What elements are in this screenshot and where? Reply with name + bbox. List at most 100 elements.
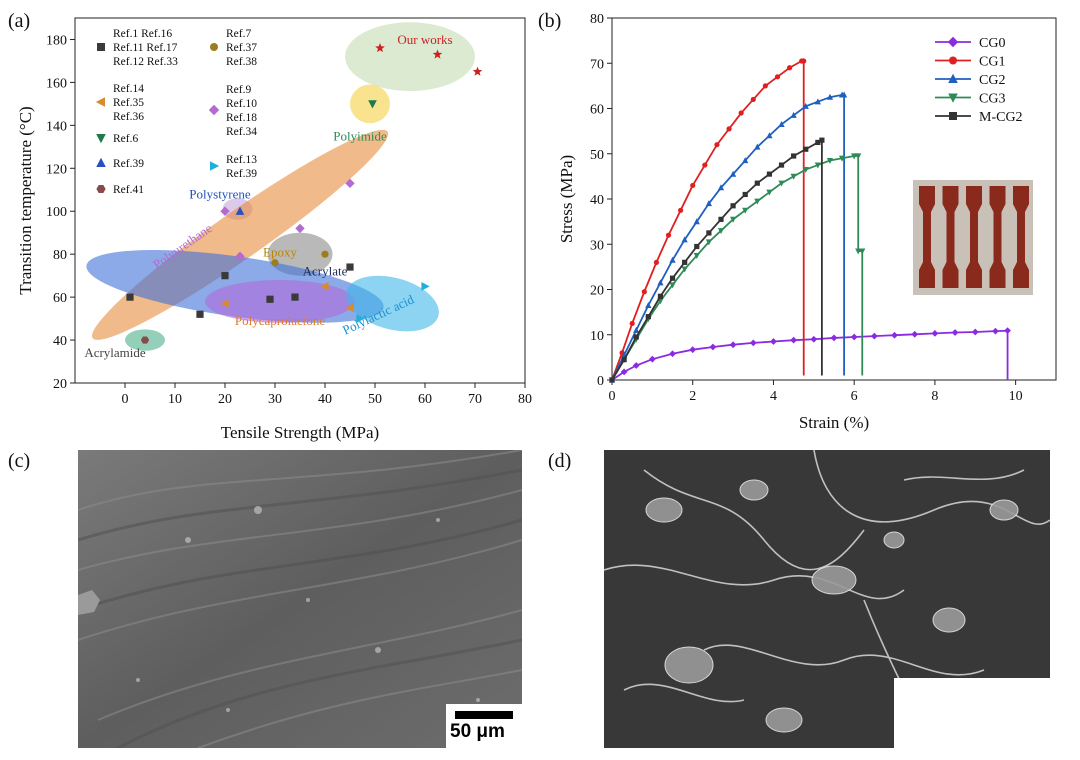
x-tick-label-a: 30 <box>268 392 282 407</box>
x-tick-label-b: 8 <box>931 389 938 404</box>
series-point-cg1 <box>714 142 720 148</box>
series-point-cg3 <box>790 173 797 180</box>
series-point-m-cg2 <box>669 275 676 281</box>
series-point-cg0 <box>931 330 939 337</box>
legend-label: Ref.36 <box>113 111 144 123</box>
series-point-cg3 <box>669 282 676 289</box>
series-point-cg2 <box>608 376 616 383</box>
legend-marker <box>96 185 106 193</box>
legend-label: Ref.39 <box>226 168 257 180</box>
series-point-cg1 <box>774 74 781 80</box>
series-point-cg0 <box>992 327 999 335</box>
data-point-triangle-down <box>368 100 377 109</box>
series-point-cg1 <box>619 350 625 356</box>
data-point-diamond <box>345 178 355 189</box>
region-polyimide <box>350 84 390 124</box>
data-point-square <box>266 295 274 303</box>
legend-label-b: CG1 <box>979 55 1005 70</box>
legend-label: Ref.41 <box>113 184 144 196</box>
data-point-triangle-left <box>220 299 229 308</box>
specimen-photo-inset <box>913 180 1033 295</box>
legend-marker <box>210 43 218 51</box>
y-tick-label-b: 80 <box>590 12 604 27</box>
legend-label: Ref.10 <box>226 98 257 110</box>
scale-bar-line <box>455 711 513 719</box>
series-point-cg0 <box>870 332 878 340</box>
plot-frame-a <box>74 17 526 384</box>
y-axis-label-a: Transition temperature (°C) <box>16 106 35 294</box>
series-point-cg0 <box>951 329 959 336</box>
series-point-cg3 <box>778 180 785 187</box>
series-point-cg2 <box>717 184 725 191</box>
series-point-cg0 <box>729 341 737 349</box>
series-point-cg3 <box>633 336 640 343</box>
series-point-m-cg2 <box>609 377 615 383</box>
data-point-star <box>472 66 483 76</box>
plot-frame-b <box>611 17 1057 381</box>
region-label: Acrylate <box>303 264 348 279</box>
data-point-square <box>291 293 299 301</box>
series-point-cg3 <box>766 189 773 196</box>
series-point-cg2 <box>840 91 848 98</box>
series-point-cg3 <box>608 377 616 384</box>
x-tick-label-a: 20 <box>218 392 232 407</box>
series-point-cg0 <box>770 338 777 345</box>
series-point-cg1 <box>801 58 807 64</box>
series-point-cg3 <box>742 207 749 214</box>
sem-texture-c <box>78 450 522 748</box>
series-point-cg1 <box>678 207 684 213</box>
series-point-cg2 <box>693 218 700 225</box>
x-axis-label-a: Tensile Strength (MPa) <box>221 423 379 442</box>
series-line-cg2 <box>611 94 845 381</box>
dogbone-specimen <box>942 186 959 288</box>
data-point-diamond <box>220 206 230 216</box>
series-point-m-cg2 <box>682 259 688 265</box>
region-label: Polycaprolactone <box>235 313 325 328</box>
series-point-cg3 <box>802 166 809 173</box>
data-point-square <box>196 310 204 318</box>
data-point-triangle-left <box>345 303 354 313</box>
series-point-m-cg2 <box>754 180 760 186</box>
y-tick-label-b: 40 <box>590 193 604 208</box>
x-tick-label-a: 70 <box>468 392 482 407</box>
series-point-cg2 <box>790 111 797 118</box>
legend-label: Ref.34 <box>226 126 257 138</box>
dogbone-specimen <box>1013 186 1029 288</box>
series-point-m-cg2 <box>694 243 700 250</box>
series-point-m-cg2 <box>803 146 809 152</box>
legend-marker <box>95 97 105 107</box>
series-point-cg0 <box>749 339 757 347</box>
legend-marker-b <box>948 93 958 103</box>
white-patch <box>894 678 1050 748</box>
data-point-circle <box>321 250 329 258</box>
series-point-m-cg2 <box>621 357 627 363</box>
series-point-cg1 <box>702 162 708 168</box>
data-point-star <box>375 43 385 53</box>
series-point-cg1 <box>609 377 615 383</box>
data-point-triangle-up <box>235 206 245 215</box>
series-point-cg2 <box>645 301 652 308</box>
legend-marker <box>208 104 220 116</box>
series-point-cg0 <box>810 335 818 343</box>
panel-label-d: (d) <box>548 450 572 472</box>
series-point-m-cg2 <box>819 137 825 143</box>
y-tick-label-a: 120 <box>46 162 67 177</box>
series-point-cg3 <box>838 155 846 162</box>
series-point-cg3 <box>851 153 858 160</box>
y-tick-label-b: 0 <box>597 374 604 389</box>
series-point-cg3 <box>754 198 761 205</box>
series-point-cg0 <box>620 368 628 376</box>
series-point-m-cg2 <box>778 162 785 168</box>
legend-label: Ref.14 <box>113 83 144 95</box>
sem-image-d <box>604 450 1050 748</box>
series-point-cg0 <box>1004 327 1011 335</box>
data-point-diamond <box>235 251 245 262</box>
series-point-cg0 <box>608 376 616 384</box>
series-point-m-cg2 <box>766 171 773 177</box>
region-our-works <box>345 22 475 91</box>
scale-bar-label: 50 μm <box>450 721 505 742</box>
series-point-m-cg2 <box>645 314 651 320</box>
y-tick-label-a: 160 <box>46 76 67 91</box>
legend-marker <box>210 161 220 171</box>
region-label: Our works <box>397 32 452 47</box>
